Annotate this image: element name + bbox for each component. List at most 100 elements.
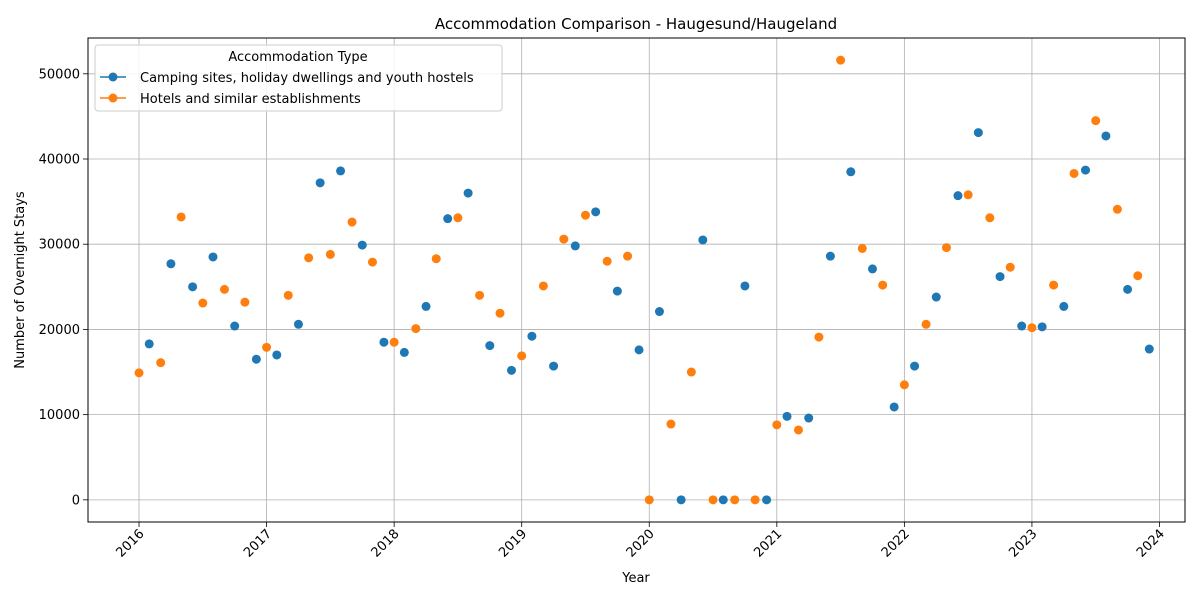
data-point xyxy=(740,281,750,291)
y-tick-label: 20000 xyxy=(39,323,80,338)
data-point xyxy=(134,368,144,378)
data-point xyxy=(208,252,218,262)
data-point xyxy=(953,191,963,201)
data-point xyxy=(272,350,282,360)
legend-marker-camping xyxy=(108,72,118,82)
data-point xyxy=(506,365,516,375)
data-point xyxy=(495,308,505,318)
data-point xyxy=(463,188,473,198)
data-point xyxy=(357,240,367,250)
data-point xyxy=(421,301,431,311)
data-point xyxy=(144,339,154,349)
series-0 xyxy=(144,128,1154,505)
data-point xyxy=(156,358,166,368)
data-point xyxy=(399,347,409,357)
data-point xyxy=(878,280,888,290)
data-point xyxy=(251,354,261,364)
data-point xyxy=(1133,271,1143,281)
data-point xyxy=(846,167,856,177)
data-point xyxy=(676,495,686,505)
data-point xyxy=(580,210,590,220)
data-point xyxy=(793,425,803,435)
data-point xyxy=(262,342,272,352)
data-point xyxy=(1144,344,1154,354)
data-point xyxy=(379,337,389,347)
legend-label-camping: Camping sites, holiday dwellings and you… xyxy=(140,71,474,86)
data-point xyxy=(431,254,441,264)
data-point xyxy=(995,272,1005,282)
data-point xyxy=(1037,322,1047,332)
y-axis-title: Number of Overnight Stays xyxy=(13,191,28,369)
data-point xyxy=(666,419,676,429)
data-point xyxy=(708,495,718,505)
legend-marker-hotels xyxy=(108,93,118,103)
plot-frame xyxy=(87,37,1186,523)
y-tick-label: 10000 xyxy=(39,408,80,423)
data-point xyxy=(336,166,346,176)
data-point xyxy=(910,361,920,371)
data-point xyxy=(602,256,612,266)
data-point xyxy=(857,243,867,253)
data-point xyxy=(198,298,208,308)
data-point xyxy=(634,345,644,355)
y-tick-label: 50000 xyxy=(39,67,80,82)
y-axis-ticks: 0 10000 20000 30000 40000 50000 xyxy=(39,67,88,508)
data-point xyxy=(230,321,240,331)
data-point xyxy=(825,251,835,261)
data-point xyxy=(698,235,708,245)
data-point xyxy=(718,495,728,505)
data-point xyxy=(623,251,633,261)
legend-title: Accommodation Type xyxy=(228,50,367,65)
data-point xyxy=(176,212,186,222)
data-point xyxy=(1081,165,1091,175)
x-axis-title: Year xyxy=(621,571,650,586)
data-point xyxy=(750,495,760,505)
series-1 xyxy=(134,55,1143,505)
data-point xyxy=(283,290,293,300)
data-point xyxy=(411,324,421,334)
data-point xyxy=(559,234,569,244)
data-points xyxy=(134,55,1154,505)
y-tick-label: 30000 xyxy=(39,238,80,253)
data-point xyxy=(1123,284,1133,294)
data-point xyxy=(814,332,824,342)
data-point xyxy=(804,413,814,423)
data-point xyxy=(1049,280,1059,290)
data-point xyxy=(985,213,995,223)
data-point xyxy=(570,241,580,251)
data-point xyxy=(1101,131,1111,141)
data-point xyxy=(730,495,740,505)
data-point xyxy=(772,420,782,430)
data-point xyxy=(612,286,622,296)
data-point xyxy=(485,341,495,351)
data-point xyxy=(389,337,399,347)
data-point xyxy=(443,214,453,224)
data-point xyxy=(325,249,335,259)
data-point xyxy=(304,253,314,263)
data-point xyxy=(1069,168,1079,178)
data-point xyxy=(1091,116,1101,126)
y-tick-label: 0 xyxy=(72,493,80,508)
data-point xyxy=(644,495,654,505)
legend: Accommodation Type Camping sites, holida… xyxy=(94,44,503,112)
data-point xyxy=(899,380,909,390)
y-tick-label: 40000 xyxy=(39,153,80,168)
data-point xyxy=(782,411,792,421)
data-point xyxy=(973,128,983,138)
gridlines xyxy=(88,38,1185,522)
data-point xyxy=(963,190,973,200)
legend-label-hotels: Hotels and similar establishments xyxy=(140,92,361,107)
data-point xyxy=(538,281,548,291)
data-point xyxy=(1017,321,1027,331)
data-point xyxy=(941,243,951,253)
data-point xyxy=(931,292,941,302)
data-point xyxy=(219,284,229,294)
data-point xyxy=(527,331,537,341)
data-point xyxy=(475,290,485,300)
data-point xyxy=(889,402,899,412)
data-point xyxy=(367,257,377,267)
data-point xyxy=(347,217,357,227)
data-point xyxy=(867,264,877,274)
chart-title: Accommodation Comparison - Haugesund/Hau… xyxy=(435,15,837,33)
